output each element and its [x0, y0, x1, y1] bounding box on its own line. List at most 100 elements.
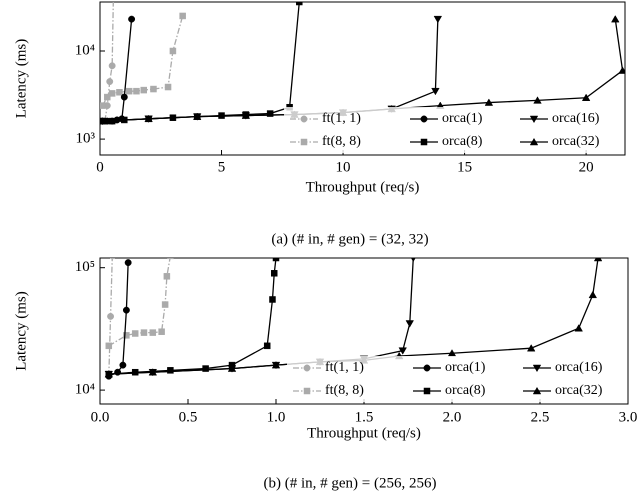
marker [532, 386, 542, 395]
marker [131, 368, 139, 376]
marker [109, 258, 116, 260]
marker [420, 115, 428, 123]
legend-label: ft(8, 8) [322, 134, 361, 149]
marker [120, 93, 128, 101]
x-tick-label: 2.5 [531, 409, 550, 425]
marker [179, 12, 186, 20]
marker [149, 329, 157, 336]
marker [423, 364, 431, 372]
legend: ft(1, 1) ft(8, 8) orca(1) orca(8) orca(16) or… [284, 107, 623, 153]
marker [271, 361, 281, 369]
caption: (a) (# in, # gen) = (32, 32) [271, 231, 428, 247]
marker [100, 102, 106, 109]
marker [167, 367, 174, 374]
x-tick-label: 5 [218, 159, 226, 175]
x-tick-label: 0 [96, 159, 104, 175]
marker [588, 290, 598, 299]
marker [123, 332, 130, 339]
marker [263, 342, 271, 350]
marker [433, 15, 443, 24]
plot-frame [99, 1, 626, 156]
marker [116, 89, 123, 96]
marker [300, 115, 308, 123]
marker [532, 364, 542, 373]
marker [303, 387, 311, 395]
marker [125, 87, 133, 95]
x-tick-label: 15 [457, 159, 472, 175]
marker [164, 83, 172, 91]
marker [148, 368, 158, 376]
marker [144, 114, 153, 123]
marker [484, 98, 494, 106]
legend-label: orca(8) [445, 383, 486, 398]
legend-box [287, 356, 626, 402]
x-tick-label: 10 [336, 159, 351, 175]
y-tick-label: 10⁵ [75, 259, 95, 275]
marker [106, 78, 114, 86]
legend-label: orca(1) [442, 111, 483, 126]
marker [202, 365, 209, 372]
marker [100, 117, 107, 125]
marker [163, 273, 171, 280]
x-tick-label: 0.0 [91, 409, 110, 425]
marker [107, 312, 115, 320]
marker [303, 364, 311, 372]
marker [529, 115, 539, 124]
y-tick-label: 10⁴ [75, 42, 95, 58]
marker [241, 111, 251, 119]
marker [529, 137, 539, 146]
marker [618, 66, 625, 74]
marker [269, 296, 276, 303]
marker [192, 112, 202, 120]
x-tick-label: 3.0 [619, 409, 637, 425]
marker [526, 344, 536, 352]
y-axis-label: Latency (ms) [13, 291, 29, 371]
marker [158, 328, 165, 335]
caption: (b) (# in, # gen) = (256, 256) [263, 475, 436, 491]
marker [104, 93, 111, 101]
marker [110, 0, 116, 1]
x-axis-label: Throughput (req/s) [306, 179, 420, 195]
marker [405, 320, 414, 328]
marker [140, 329, 148, 336]
marker [398, 347, 407, 355]
marker [227, 364, 237, 372]
legend-label: orca(8) [442, 134, 483, 149]
y-axis-label: Latency (ms) [13, 39, 29, 119]
marker [104, 370, 114, 378]
plot-area [100, 0, 625, 126]
marker [119, 361, 127, 369]
legend: ft(1, 1) ft(8, 8) orca(1) orca(8) orca(16) or… [287, 356, 626, 402]
marker [266, 110, 274, 117]
marker [124, 259, 132, 267]
y-tick-label: 10⁴ [75, 382, 95, 398]
legend-label: orca(16) [555, 360, 603, 375]
marker [410, 258, 416, 263]
marker [161, 301, 169, 308]
marker [574, 324, 583, 332]
marker [105, 342, 113, 350]
marker [122, 306, 130, 314]
series-line [108, 258, 277, 375]
marker [581, 93, 591, 101]
legend-label: orca(32) [555, 383, 603, 398]
x-tick-label: 20 [579, 159, 594, 175]
marker [431, 87, 440, 96]
marker [131, 330, 139, 337]
marker [611, 15, 620, 23]
legend-label: ft(8, 8) [325, 383, 364, 398]
marker [169, 47, 177, 55]
x-tick-label: 0.5 [179, 409, 198, 425]
legend-label: orca(16) [552, 111, 600, 126]
y-tick-label: 10³ [76, 131, 96, 147]
marker [270, 270, 278, 277]
x-tick-label: 1.0 [267, 409, 286, 425]
marker [128, 15, 136, 23]
x-tick-label: 1.5 [355, 409, 374, 425]
marker [272, 258, 280, 262]
x-tick-label: 2.0 [443, 409, 462, 425]
marker [420, 138, 428, 146]
legend-label: orca(32) [552, 134, 600, 149]
marker [593, 258, 603, 262]
